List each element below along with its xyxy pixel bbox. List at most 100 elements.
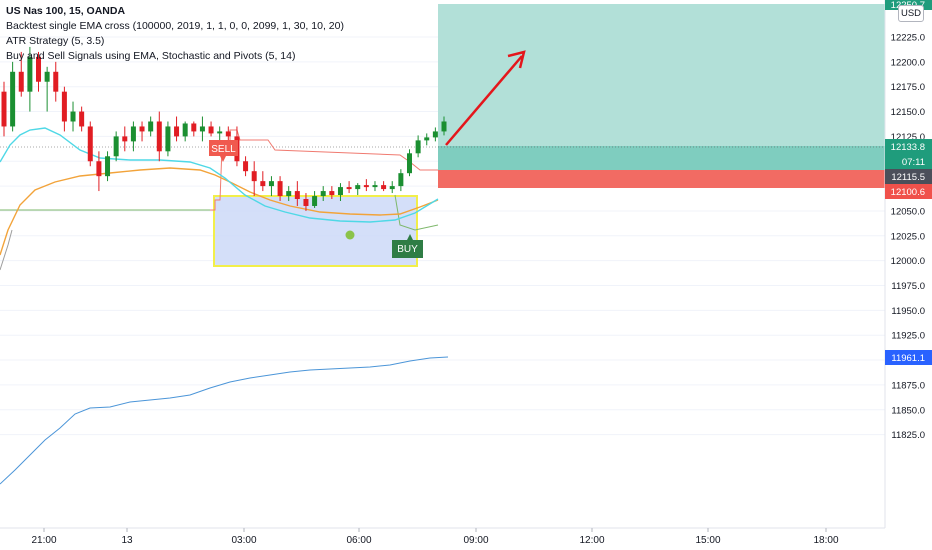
candle-body — [389, 186, 395, 190]
buy-signal: BUY — [392, 234, 423, 258]
grid — [0, 36, 885, 436]
candle-body — [320, 191, 326, 197]
green-signal-line — [0, 194, 439, 231]
candle-body — [406, 153, 412, 174]
candle-body — [130, 126, 136, 142]
candle-body — [424, 137, 430, 141]
candle-body — [139, 126, 145, 132]
candle-body — [148, 121, 154, 132]
candle-body — [182, 123, 188, 137]
candle-body — [251, 171, 257, 182]
price-tick-label: 12225.0 — [891, 33, 925, 44]
candle-body — [199, 126, 205, 132]
price-tick-label: 12025.0 — [891, 231, 925, 242]
candle-body — [174, 126, 180, 137]
stop-level-label-2: 12100.6 — [891, 187, 925, 198]
stop-zone — [438, 170, 885, 188]
sell-label: SELL — [211, 144, 236, 155]
candle-body — [27, 56, 33, 92]
candles — [1, 46, 447, 211]
indicator-buy-sell-signals[interactable]: Buy and Sell Signals using EMA, Stochast… — [6, 50, 296, 62]
price-tick-label: 12000.0 — [891, 256, 925, 267]
candle-body — [105, 156, 111, 177]
target-arrow — [445, 50, 526, 146]
currency-button[interactable]: USD — [898, 5, 924, 22]
ema-value-label: 11961.1 — [891, 353, 925, 364]
price-tick-label: 11925.0 — [891, 331, 925, 342]
symbol-title[interactable]: US Nas 100, 15, OANDA — [6, 5, 126, 17]
candle-body — [243, 161, 249, 172]
price-tick-label: 12150.0 — [891, 107, 925, 118]
candle-body — [208, 126, 214, 134]
candle-body — [87, 126, 93, 162]
time-tick-label: 12:00 — [579, 535, 604, 546]
candle-body — [286, 191, 292, 197]
price-tick-label: 12125.0 — [891, 132, 925, 143]
time-tick-label: 09:00 — [463, 535, 488, 546]
candle-body — [260, 181, 266, 187]
candle-body — [10, 71, 16, 127]
candle-body — [337, 187, 343, 196]
indicator-ema-cross[interactable]: Backtest single EMA cross (100000, 2019,… — [6, 20, 344, 32]
candle-body — [122, 136, 128, 142]
candle-body — [36, 56, 42, 82]
candle-body — [381, 185, 387, 190]
current-price-label: 12133.8 — [891, 142, 925, 153]
candle-body — [329, 191, 335, 196]
candle-body — [303, 199, 309, 206]
entry-zone — [438, 146, 885, 170]
price-axis[interactable]: 12225.0 12200.0 12175.0 12150.0 12125.0 12100… — [884, 0, 932, 528]
candle-body — [18, 71, 24, 92]
candle-body — [355, 185, 361, 190]
time-tick-label: 15:00 — [695, 535, 720, 546]
time-tick-label: 06:00 — [346, 535, 371, 546]
blue-indicator-line — [0, 356, 449, 485]
candle-body — [217, 131, 223, 134]
candle-body — [225, 131, 231, 137]
chart-legend: US Nas 100, 15, OANDA Backtest single EM… — [6, 4, 344, 64]
grey-line — [0, 229, 13, 271]
candle-body — [79, 111, 85, 127]
candle-body — [277, 181, 283, 197]
candle-body — [294, 191, 300, 200]
time-axis[interactable]: 21:00 13 03:00 06:00 09:00 12:00 15:00 18:00 — [0, 527, 885, 550]
price-tick-label: 11975.0 — [891, 281, 925, 292]
time-tick-label: 03:00 — [231, 535, 256, 546]
candle-body — [61, 91, 67, 122]
ema-cyan-line — [0, 127, 439, 223]
price-tick-label: 11950.0 — [891, 306, 925, 317]
consolidation-box — [213, 195, 418, 267]
candle-body — [432, 131, 438, 138]
indicator-atr-strategy[interactable]: ATR Strategy (5, 3.5) — [6, 35, 105, 47]
candle-body — [165, 126, 171, 152]
time-tick-label: 13 — [121, 535, 133, 546]
candle-body — [398, 173, 404, 187]
candle-body — [312, 196, 318, 206]
candle-body — [191, 123, 197, 132]
green-dot-marker — [345, 230, 355, 240]
candle-body — [96, 161, 102, 177]
candle-body — [53, 71, 59, 92]
candle-body — [156, 121, 162, 152]
candle-body — [346, 187, 352, 190]
candle-body — [113, 136, 119, 157]
candle-body — [372, 185, 378, 188]
buy-label: BUY — [397, 244, 418, 255]
price-tick-label: 11875.0 — [891, 380, 925, 391]
sell-signal: SELL — [209, 140, 238, 162]
price-tick-label: 11825.0 — [891, 430, 925, 441]
stop-level-label: 12115.5 — [891, 172, 925, 183]
price-tick-label: 12200.0 — [891, 57, 925, 68]
bar-countdown-label: 07:11 — [902, 157, 925, 168]
time-tick-label: 21:00 — [31, 535, 56, 546]
ema-orange-line — [0, 167, 439, 256]
time-tick-label: 18:00 — [813, 535, 838, 546]
candle-body — [363, 185, 369, 188]
price-tick-label: 12175.0 — [891, 82, 925, 93]
price-tick-label: 12050.0 — [891, 206, 925, 217]
candle-body — [441, 121, 447, 132]
candle-body — [44, 71, 50, 82]
price-tick-label: 11850.0 — [891, 405, 925, 416]
candle-body — [70, 111, 76, 122]
